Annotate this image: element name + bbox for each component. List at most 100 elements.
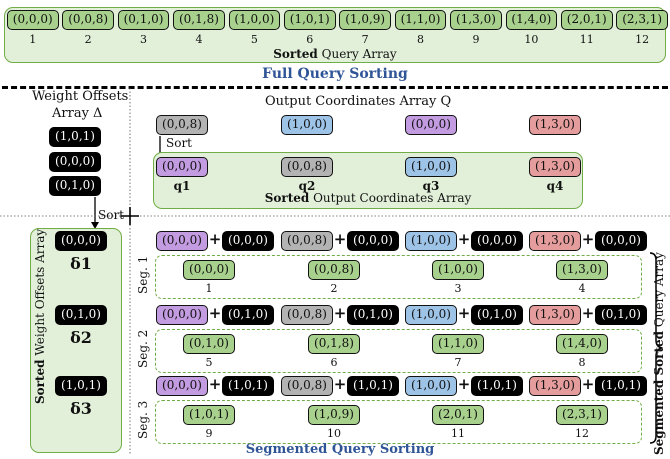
segmented-sorted-caption: Segmented Sorted Query Array: [652, 252, 666, 455]
segment-box: [155, 329, 642, 373]
full-query-index: 6: [306, 33, 314, 46]
caption-bold: Segmented Sorted: [652, 330, 666, 455]
segment-result: (0,1,8): [308, 334, 360, 354]
caption-rest: Query Array: [652, 252, 666, 331]
q-label: q2: [298, 179, 316, 193]
caption-rest: Output Coordinates Array: [309, 191, 472, 205]
q-label: q3: [422, 179, 440, 193]
segment-weight-offset: (1,0,1): [595, 376, 647, 396]
full-query-entry: (0,1,8): [173, 10, 225, 30]
q-label: q4: [546, 179, 564, 193]
plus-sign: +: [208, 375, 222, 393]
weight-offset-unsorted: (1,0,1): [49, 127, 101, 147]
segment-index: 7: [454, 356, 462, 369]
segment-result: (1,4,0): [556, 334, 608, 354]
weight-offset-unsorted: (0,1,0): [49, 176, 101, 196]
full-query-entry: (0,1,0): [117, 10, 170, 30]
plus-sign: +: [581, 375, 595, 393]
segment-index: 4: [578, 282, 586, 295]
full-query-entry: (1,1,0): [394, 10, 447, 30]
segment-index: 9: [205, 427, 213, 440]
full-query-entry: (0,0,8): [62, 10, 114, 30]
full-query-entry: (1,4,0): [505, 10, 558, 30]
plus-sign: +: [457, 304, 471, 322]
segment-index: 12: [575, 427, 589, 440]
section-divider: [2, 86, 668, 89]
segment-result: (2,0,1): [432, 405, 484, 425]
full-query-index: 1: [29, 33, 37, 46]
segment-index: 11: [451, 427, 465, 440]
full-query-index: 7: [361, 33, 369, 46]
full-query-sorting-title: Full Query Sorting: [262, 66, 408, 82]
caption-rest: Query Array: [317, 47, 397, 61]
segment-query-coord: (1,3,0): [529, 376, 581, 396]
segment-weight-offset: (1,0,1): [222, 376, 274, 396]
full-query-entry: (1,0,1): [284, 10, 336, 30]
segment-result: (0,0,0): [183, 260, 235, 280]
delta-label: δ2: [70, 328, 92, 347]
output-coord-sorted: (0,0,8): [281, 157, 333, 177]
segment-query-coord: (0,0,0): [156, 376, 208, 396]
caption-bold: Sorted: [273, 47, 318, 61]
segment-weight-offset: (1,0,1): [347, 376, 399, 396]
segment-weight-offset: (0,1,0): [471, 305, 523, 325]
segment-result: (1,0,1): [183, 405, 235, 425]
weight-offset-unsorted: (0,0,0): [49, 151, 101, 172]
sorted-output-box: [153, 152, 583, 209]
segment-weight-offset: (0,0,0): [471, 231, 523, 251]
caption-bold: Sorted: [264, 191, 310, 205]
segment-index: 10: [327, 427, 341, 440]
plus-sign: +: [581, 304, 595, 322]
segment-result: (1,1,0): [432, 334, 484, 354]
segment-query-coord: (0,0,8): [281, 231, 333, 251]
sorted-output-caption: Sorted Output Coordinates Array: [153, 191, 583, 205]
segment-weight-offset: (0,1,0): [222, 305, 274, 325]
full-query-entry: (1,0,0): [228, 10, 281, 30]
segment-index: 3: [454, 282, 462, 295]
segment-weight-offset: (0,0,0): [595, 231, 647, 251]
weight-offset-sorted: (0,0,0): [55, 231, 107, 251]
plus-sign: +: [333, 304, 347, 322]
segment-index: 6: [330, 356, 338, 369]
segment-query-coord: (1,0,0): [405, 376, 457, 396]
plus-sign: +: [581, 230, 595, 248]
segmented-query-sorting-title: Segmented Query Sorting: [245, 442, 435, 457]
full-query-entry: (2,3,1): [616, 10, 668, 30]
plus-sign: +: [333, 375, 347, 393]
full-query-index: 12: [635, 33, 650, 46]
plus-sign: +: [457, 230, 471, 248]
weight-offsets-subtitle: Array Δ: [52, 106, 103, 121]
segment-index: 2: [330, 282, 338, 295]
plus-sign: +: [208, 230, 222, 248]
segment-result: (1,0,0): [432, 260, 484, 280]
q-label: q1: [173, 179, 191, 193]
full-query-entry: (1,3,0): [450, 10, 502, 30]
plus-sign: +: [333, 230, 347, 248]
weight-offset-sorted: (0,1,0): [55, 305, 107, 325]
output-coord-unsorted: (0,0,8): [156, 115, 208, 135]
segment-query-coord: (1,3,0): [529, 231, 581, 251]
sorted-weight-offsets-box: [30, 228, 122, 453]
segment-result: (0,0,8): [308, 260, 360, 280]
weight-sort-label: Sort: [98, 208, 125, 222]
output-coord-unsorted: (1,0,0): [281, 115, 333, 135]
full-query-index: 10: [524, 33, 539, 46]
segment-weight-offset: (0,1,0): [595, 305, 647, 325]
segment-query-coord: (1,0,0): [405, 231, 457, 251]
segment-result: (1,0,9): [308, 405, 360, 425]
segment-result: (0,1,0): [183, 334, 235, 354]
full-query-entry: (2,0,1): [561, 10, 613, 30]
segment-weight-offset: (1,0,1): [471, 376, 523, 396]
full-query-index: 5: [250, 33, 258, 46]
segment-query-coord: (1,0,0): [405, 305, 457, 325]
segment-index: 8: [578, 356, 586, 369]
segment-query-coord: (0,0,8): [281, 305, 333, 325]
segment-weight-offset: (0,1,0): [347, 305, 399, 325]
delta-label: δ1: [70, 254, 92, 273]
plus-sign: +: [208, 304, 222, 322]
segment-index: 1: [205, 282, 213, 295]
full-query-entry: (1,0,9): [339, 10, 391, 30]
full-query-index: 11: [579, 33, 594, 46]
